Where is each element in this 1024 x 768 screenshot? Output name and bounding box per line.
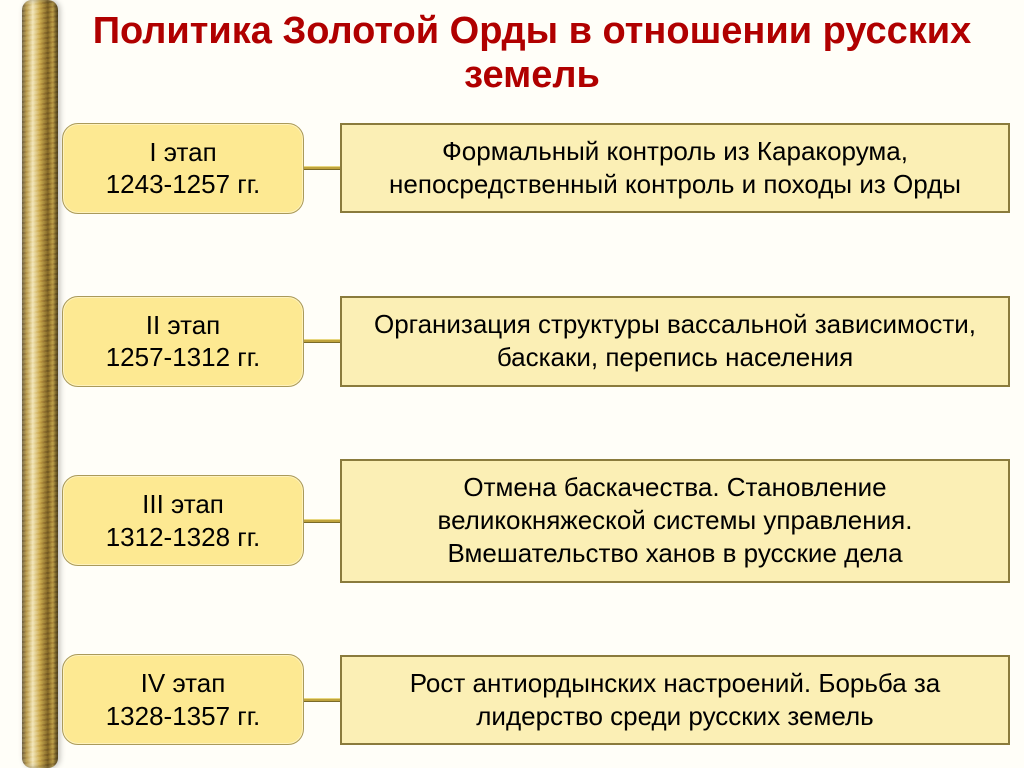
stages-container: I этап 1243-1257 гг. Формальный контроль… [0, 108, 1024, 760]
stage-description-text: Отмена баскачества. Становление великокн… [356, 471, 994, 571]
stage-row: I этап 1243-1257 гг. Формальный контроль… [0, 108, 1024, 228]
stage-description-box: Организация структуры вассальной зависим… [340, 296, 1010, 387]
stage-label-line: I этап [73, 136, 293, 169]
connector-bar [302, 698, 342, 702]
stage-description-text: Организация структуры вассальной зависим… [356, 308, 994, 375]
stage-label-line: II этап [73, 309, 293, 342]
stage-row: III этап 1312-1328 гг. Отмена баскачеств… [0, 455, 1024, 587]
page-title: Политика Золотой Орды в отношении русски… [40, 0, 1024, 105]
stage-label-line: IV этап [73, 667, 293, 700]
stage-description-text: Формальный контроль из Каракорума, непос… [356, 135, 994, 202]
connector-bar [302, 519, 342, 523]
stage-label-line: 1257-1312 гг. [73, 341, 293, 374]
connector-bar [302, 339, 342, 343]
stage-label-line: 1312-1328 гг. [73, 521, 293, 554]
stage-description-box: Отмена баскачества. Становление великокн… [340, 459, 1010, 583]
stage-label-box: IV этап 1328-1357 гг. [62, 654, 304, 745]
stage-description-text: Рост антиордынских настроений. Борьба за… [356, 667, 994, 734]
stage-label-line: 1243-1257 гг. [73, 168, 293, 201]
stage-label-line: 1328-1357 гг. [73, 700, 293, 733]
stage-label-box: I этап 1243-1257 гг. [62, 123, 304, 214]
stage-description-box: Рост антиордынских настроений. Борьба за… [340, 655, 1010, 746]
stage-row: II этап 1257-1312 гг. Организация структ… [0, 281, 1024, 401]
stage-label-box: III этап 1312-1328 гг. [62, 475, 304, 566]
stage-label-line: III этап [73, 488, 293, 521]
stage-description-box: Формальный контроль из Каракорума, непос… [340, 123, 1010, 214]
stage-row: IV этап 1328-1357 гг. Рост антиордынских… [0, 640, 1024, 760]
slide: Политика Золотой Орды в отношении русски… [0, 0, 1024, 768]
connector-bar [302, 166, 342, 170]
stage-label-box: II этап 1257-1312 гг. [62, 296, 304, 387]
